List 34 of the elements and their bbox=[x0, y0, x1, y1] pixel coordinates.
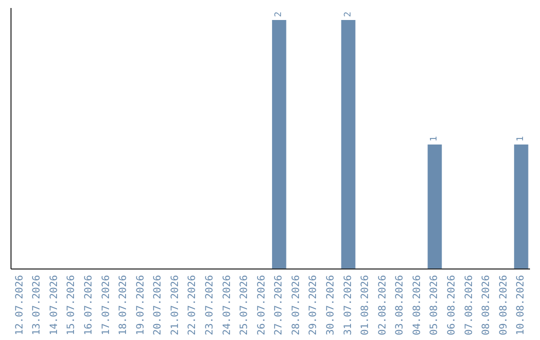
x-tick-label: 05.08.2026 bbox=[429, 275, 440, 336]
data-label: 1 bbox=[430, 136, 440, 142]
x-tick-label: 07.08.2026 bbox=[464, 275, 475, 336]
x-tick-label: 19.07.2026 bbox=[135, 275, 146, 336]
x-tick-label: 10.08.2026 bbox=[516, 275, 527, 336]
x-tick-label: 04.08.2026 bbox=[412, 275, 423, 336]
x-tick-label: 22.07.2026 bbox=[187, 275, 198, 336]
x-tick-label: 01.08.2026 bbox=[360, 275, 372, 336]
x-tick-label: 23.07.2026 bbox=[204, 275, 216, 336]
data-label: 1 bbox=[516, 136, 526, 142]
x-tick-label: 06.08.2026 bbox=[446, 275, 458, 336]
x-tick-label: 26.07.2026 bbox=[256, 275, 268, 336]
data-label: 2 bbox=[274, 12, 284, 17]
x-tick-label: 21.07.2026 bbox=[170, 275, 181, 336]
x-tick-label: 20.07.2026 bbox=[152, 275, 164, 336]
x-tick-label: 24.07.2026 bbox=[222, 275, 233, 336]
x-tick-label: 09.08.2026 bbox=[498, 275, 510, 336]
data-label: 2 bbox=[343, 12, 354, 17]
x-tick-label: 13.07.2026 bbox=[32, 275, 43, 336]
x-tick-label: 18.07.2026 bbox=[118, 275, 130, 336]
x-tick-label: 15.07.2026 bbox=[66, 275, 78, 336]
x-tick-label: 12.07.2026 bbox=[14, 275, 26, 336]
x-tick-label: 31.07.2026 bbox=[342, 275, 354, 336]
x-tick-label: 14.07.2026 bbox=[48, 275, 60, 336]
x-tick-label: 17.07.2026 bbox=[100, 275, 112, 336]
x-tick-label: 28.07.2026 bbox=[290, 275, 302, 336]
x-tick-label: 03.08.2026 bbox=[394, 275, 406, 336]
x-tick-label: 30.07.2026 bbox=[326, 275, 337, 336]
x-tick-label: 16.07.2026 bbox=[83, 275, 94, 336]
x-tick-label: 25.07.2026 bbox=[239, 275, 250, 336]
x-tick-label: 29.07.2026 bbox=[308, 275, 320, 336]
x-tick-label: 02.08.2026 bbox=[377, 275, 388, 336]
x-tick-label: 08.08.2026 bbox=[481, 275, 492, 336]
x-tick-label: 27.07.2026 bbox=[274, 275, 285, 336]
